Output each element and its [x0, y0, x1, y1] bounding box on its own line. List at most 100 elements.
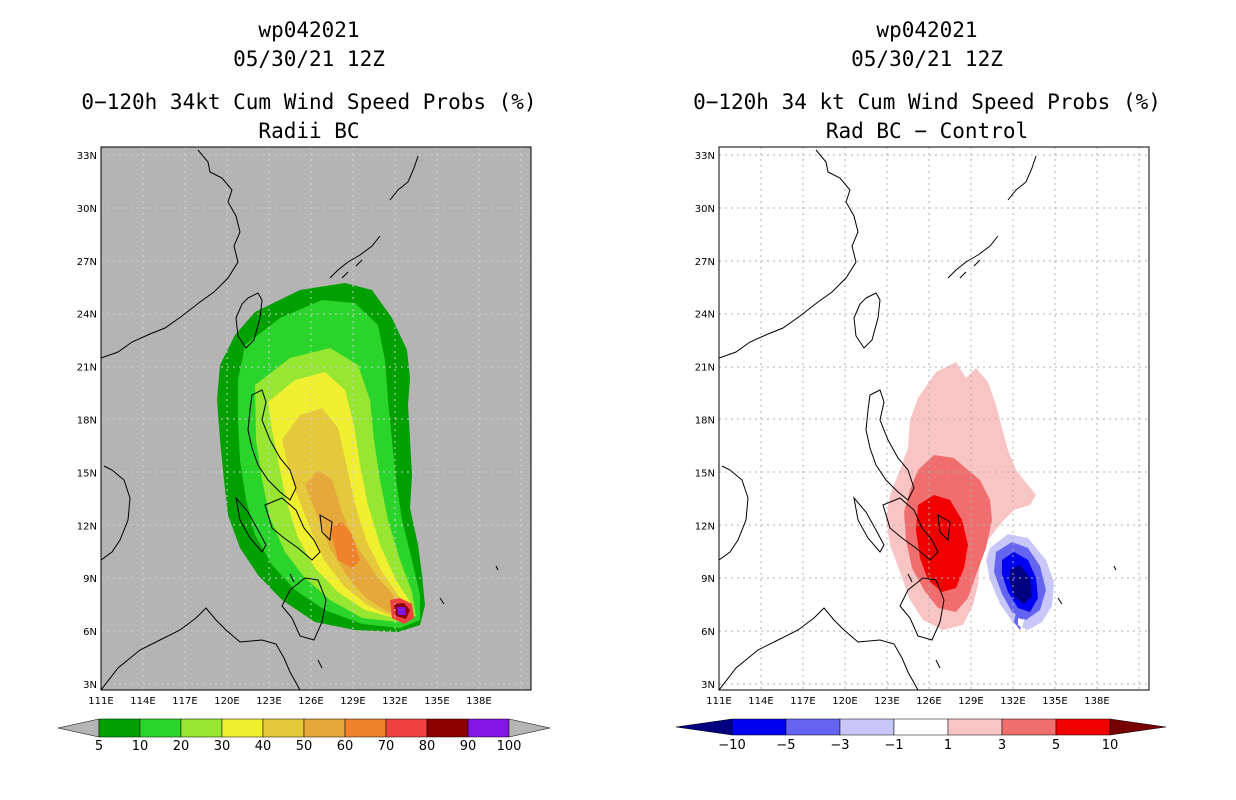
- right-panel: wp042021 05/30/21 12Z 0−120h 34 kt Cum W…: [618, 0, 1236, 800]
- colorbar-label: 3: [998, 738, 1006, 753]
- colorbar-label: 80: [419, 739, 436, 754]
- colorbar-label: 50: [296, 739, 313, 754]
- coastline-okinawa: [959, 259, 981, 279]
- latitude-labels: 33N 30N 27N 24N 21N 18N 15N 12N 9N 6N 3N: [695, 151, 715, 691]
- colorbar-swatch: [1055, 718, 1111, 736]
- colorbar-over-triangle: [508, 718, 551, 738]
- colorbar-swatch: [180, 718, 223, 738]
- coastline-visayas: [882, 497, 951, 561]
- longitude-labels: 111E 114E 117E 120E 123E 126E 129E 132E 135E 138E: [706, 696, 1109, 707]
- lon-label: 120E: [832, 696, 857, 707]
- coastline-palawan: [235, 496, 267, 553]
- colorbar-swatch: [467, 718, 510, 738]
- coastline-luzon: [865, 389, 915, 501]
- lon-label: 138E: [1084, 696, 1109, 707]
- colorbar-label: −3: [830, 738, 849, 753]
- coastline-borneo: [101, 607, 301, 690]
- lat-label: 21N: [77, 363, 97, 374]
- lon-label: 111E: [706, 696, 731, 707]
- lat-label: 12N: [77, 521, 97, 532]
- difference-contours: [886, 362, 1054, 630]
- lon-label: 126E: [298, 696, 323, 707]
- product-subtitle: Radii BC: [258, 119, 360, 143]
- lon-label: 114E: [748, 696, 773, 707]
- lon-label: 135E: [424, 696, 449, 707]
- colorbar-label: 100: [497, 739, 522, 754]
- colorbar-label: 70: [378, 739, 395, 754]
- map-frame: [718, 146, 1150, 691]
- colorbar-swatch: [1001, 718, 1057, 736]
- gridlines: [719, 147, 1149, 690]
- colorbar-label: 5: [95, 739, 103, 754]
- coastline-china: [719, 149, 859, 359]
- datetime-title: 05/30/21 12Z: [851, 47, 1003, 71]
- lat-label: 24N: [77, 310, 97, 321]
- lon-label: 117E: [790, 696, 815, 707]
- lon-label: 132E: [382, 696, 407, 707]
- product-subtitle: Rad BC − Control: [825, 119, 1029, 143]
- lat-label: 21N: [695, 363, 715, 374]
- lat-label: 12N: [695, 521, 715, 532]
- map-frame: [100, 146, 532, 691]
- left-panel: wp042021 05/30/21 12Z 0−120h 34kt Cum Wi…: [57, 18, 551, 754]
- colorbar-swatch: [221, 718, 264, 738]
- lon-label: 126E: [916, 696, 941, 707]
- coastline-palawan: [853, 496, 885, 553]
- colorbar-under-triangle: [675, 718, 733, 736]
- lat-label: 6N: [701, 627, 715, 638]
- longitude-labels: 111E 114E 117E 120E 123E 126E 129E 132E 135E 138E: [88, 696, 491, 707]
- colorbar-label: −10: [718, 738, 745, 753]
- coastline-mindanao: [899, 577, 945, 641]
- coastline-luzon: [247, 389, 297, 501]
- lat-label: 33N: [77, 151, 97, 162]
- lon-label: 132E: [1000, 696, 1025, 707]
- lat-label: 9N: [83, 574, 97, 585]
- colorbar-label: 10: [1102, 738, 1119, 753]
- lon-label: 129E: [340, 696, 365, 707]
- gridlines: [101, 147, 531, 690]
- coastline-mindanao: [281, 577, 327, 641]
- colorbar: −10 −5 −3 −1 1 3 5 10: [675, 718, 1167, 753]
- contour-zero-gap: [1018, 618, 1024, 628]
- contour-50: [305, 470, 404, 612]
- coastline-vietnam: [719, 465, 749, 561]
- colorbar-swatch: [344, 718, 387, 738]
- coastline-korea-japan: [329, 155, 419, 279]
- datetime-title: 05/30/21 12Z: [233, 47, 385, 71]
- lon-label: 138E: [466, 696, 491, 707]
- lon-label: 117E: [172, 696, 197, 707]
- colorbar-label: 1: [944, 738, 952, 753]
- coastline-visayas: [264, 497, 333, 561]
- colorbar-swatch: [426, 718, 469, 738]
- colorbar-swatch: [98, 718, 141, 738]
- coastline-borneo: [719, 607, 919, 690]
- lon-label: 123E: [874, 696, 899, 707]
- colorbar-label: 60: [337, 739, 354, 754]
- colorbar-label: 10: [132, 739, 149, 754]
- colorbar-label: 40: [255, 739, 272, 754]
- lat-label: 3N: [701, 680, 715, 691]
- lat-label: 30N: [77, 204, 97, 215]
- colorbar-over-triangle: [1109, 718, 1167, 736]
- lat-label: 33N: [695, 151, 715, 162]
- storm-id-title: wp042021: [258, 18, 360, 42]
- colorbar-label: 20: [173, 739, 190, 754]
- colorbar-under-triangle: [57, 718, 100, 738]
- lon-label: 114E: [130, 696, 155, 707]
- lat-label: 15N: [695, 468, 715, 479]
- colorbar: 5 10 20 30 40 50 60 70 80 90 100: [57, 718, 551, 754]
- product-title: 0−120h 34 kt Cum Wind Speed Probs (%): [693, 90, 1161, 114]
- colorbar-swatch: [731, 718, 787, 736]
- lon-label: 111E: [88, 696, 113, 707]
- coastline-taiwan: [853, 292, 881, 349]
- colorbar-swatch: [303, 718, 346, 738]
- lat-label: 3N: [83, 680, 97, 691]
- contour-40: [282, 408, 410, 617]
- coastline-china: [101, 149, 241, 359]
- contour-90: [397, 607, 406, 615]
- coastline-vietnam: [101, 465, 131, 561]
- latitude-labels: 33N 30N 27N 24N 21N 18N 15N 12N 9N 6N 3N: [77, 151, 97, 691]
- colorbar-swatch: [839, 718, 895, 736]
